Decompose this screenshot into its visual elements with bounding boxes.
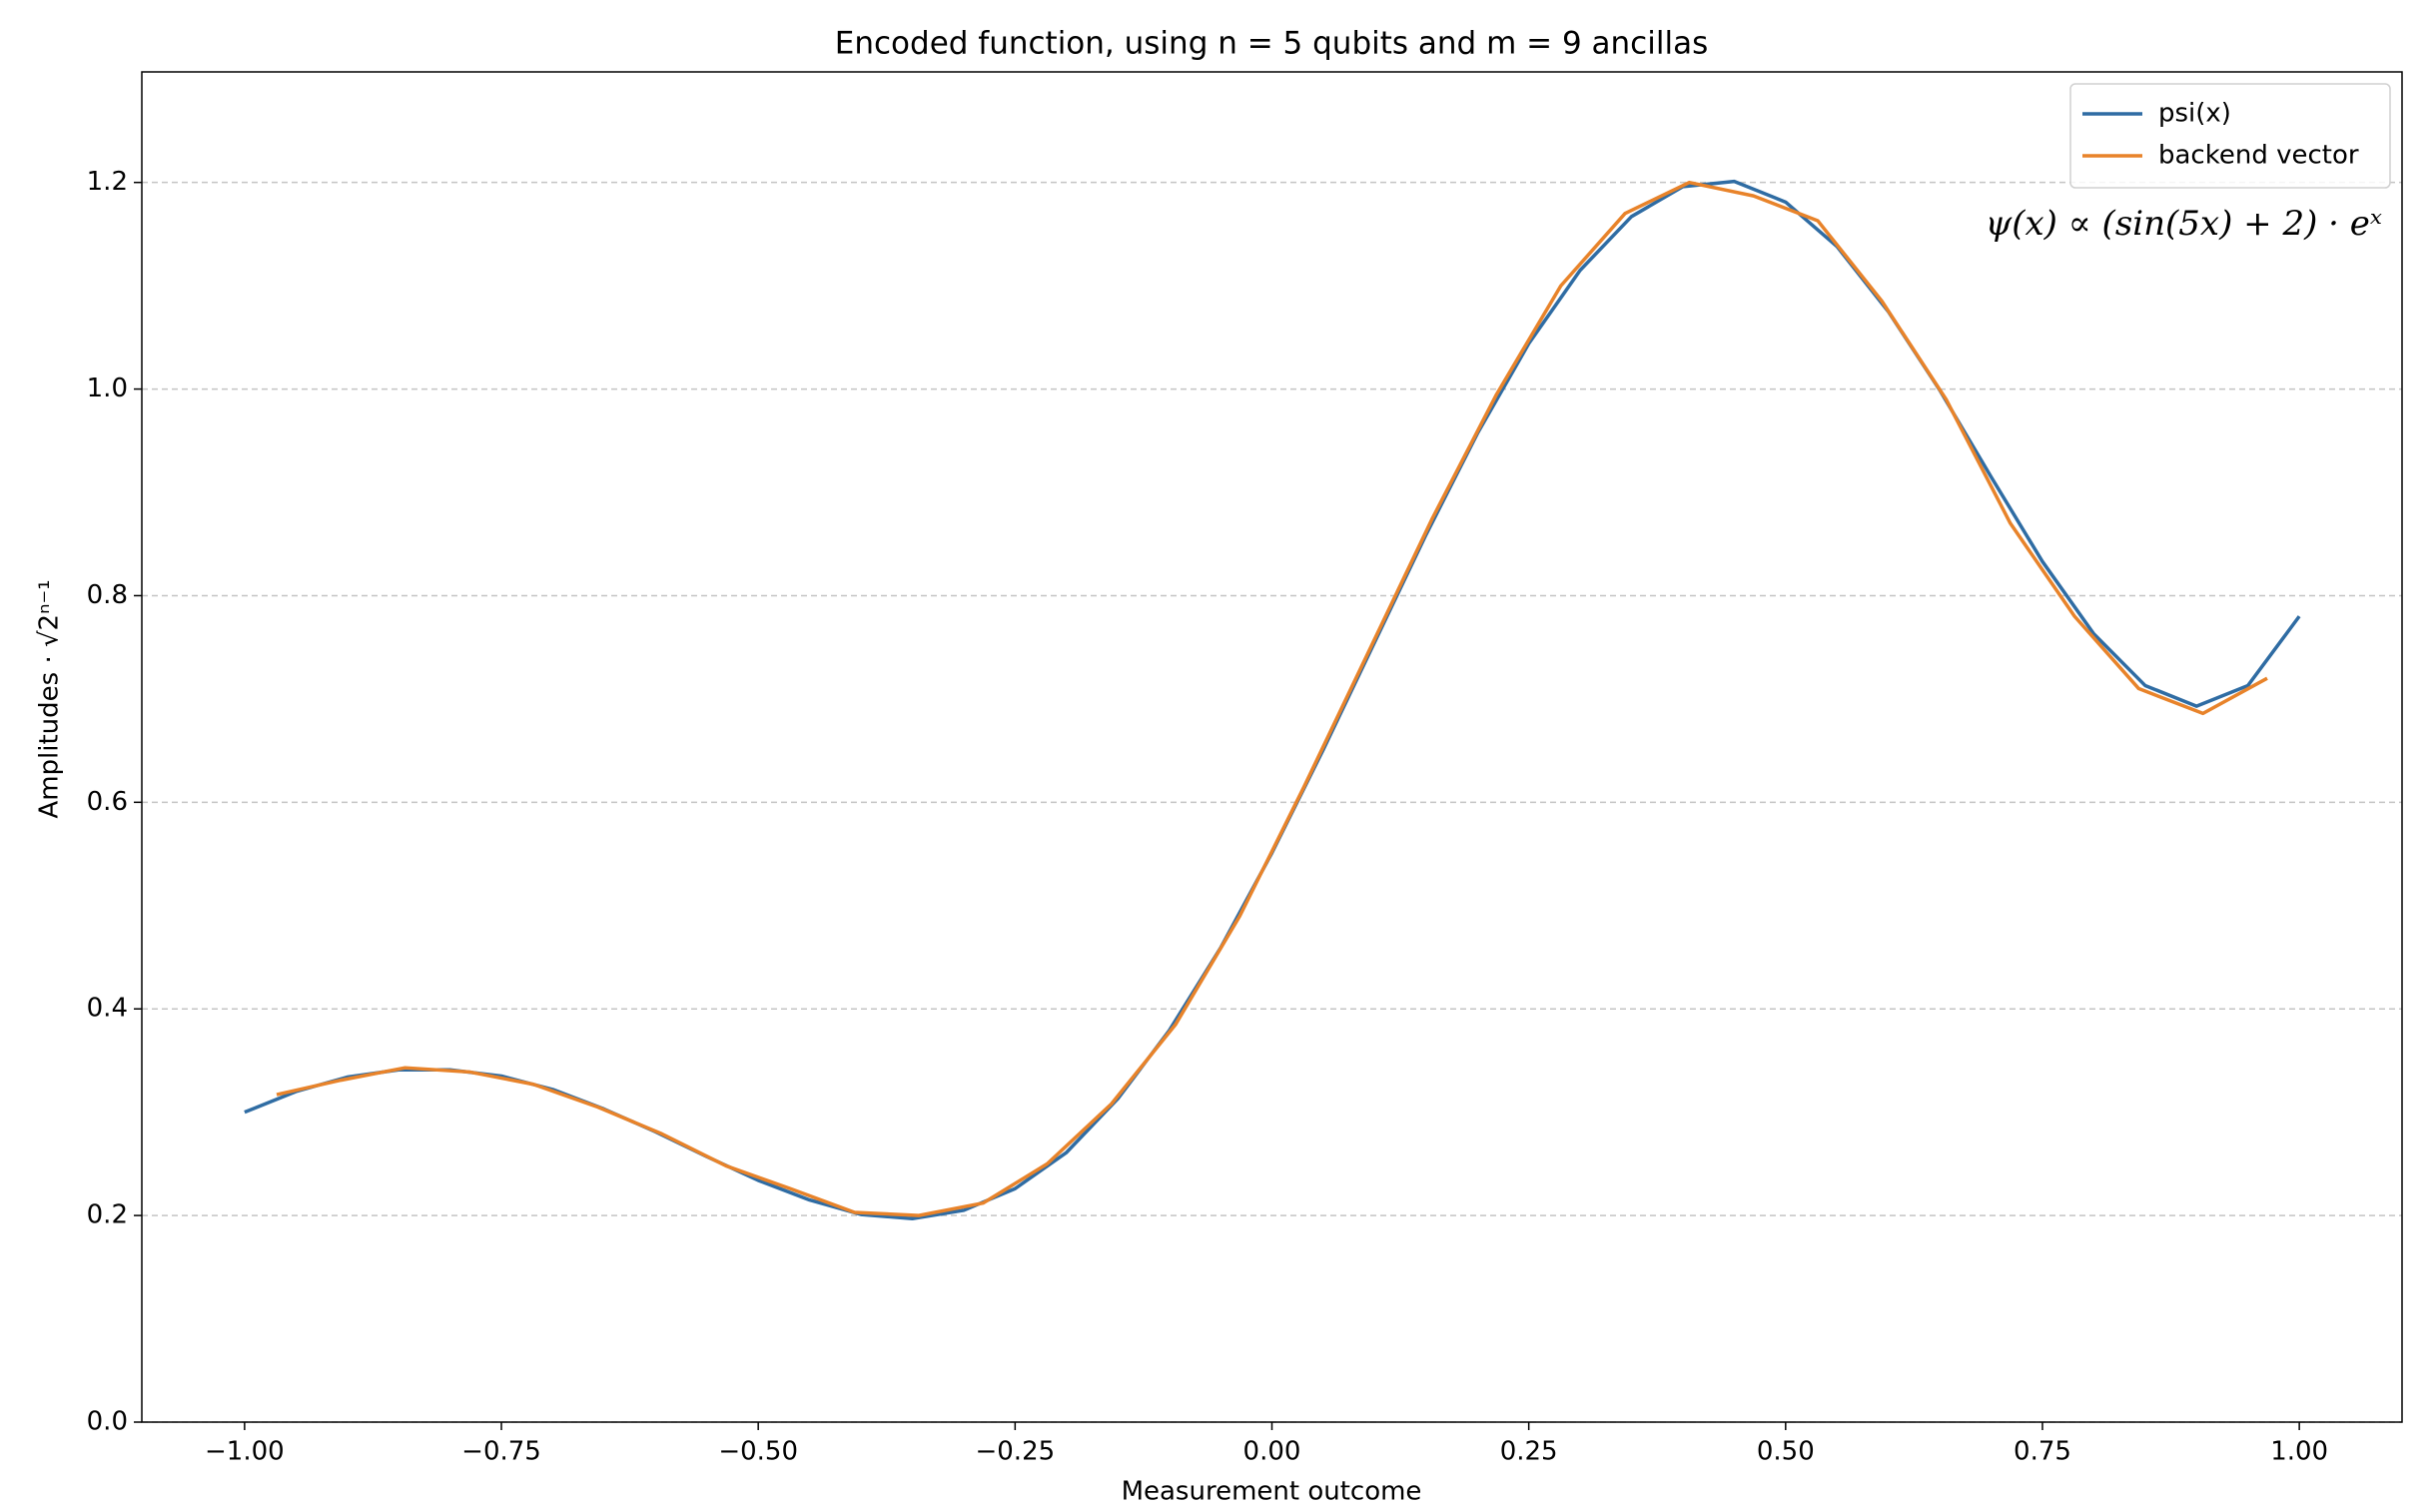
line xyxy=(276,180,2268,1217)
x-tick-label: −0.25 xyxy=(975,1437,1055,1467)
y-axis-label: Amplitudes · √2ⁿ⁻¹ xyxy=(35,579,65,818)
y-tick-label: 1.2 xyxy=(87,167,128,197)
plot-frame xyxy=(141,71,2403,1423)
x-tick-label: 0.75 xyxy=(2014,1437,2071,1467)
x-tick-label: −0.50 xyxy=(718,1437,798,1467)
chart-title: Encoded function, using n = 5 qubits and… xyxy=(835,26,1708,62)
legend: psi(x) backend vector xyxy=(2069,83,2391,189)
y-tick-label: 1.0 xyxy=(87,374,128,403)
x-tick-label: 0.25 xyxy=(1500,1437,1558,1467)
legend-label: psi(x) xyxy=(2158,99,2231,129)
legend-label: backend vector xyxy=(2158,141,2359,171)
x-axis-label: Measurement outcome xyxy=(1122,1477,1422,1507)
y-tick-label: 0.6 xyxy=(87,787,128,817)
y-tick-label: 0.2 xyxy=(87,1200,128,1230)
x-tick-label: 0.00 xyxy=(1243,1437,1301,1467)
annotation: ψ(x) ∝ (sin(5x) + 2) · eˣ xyxy=(1986,204,2382,244)
legend-box xyxy=(2069,83,2391,189)
y-tick-label: 0.8 xyxy=(87,580,128,610)
x-tick-label: 1.00 xyxy=(2270,1437,2328,1467)
x-tick-label: 0.50 xyxy=(1757,1437,1815,1467)
x-tick-label: −1.00 xyxy=(205,1437,285,1467)
y-tick-label: 0.0 xyxy=(87,1407,128,1437)
y-tick-label: 0.4 xyxy=(87,994,128,1024)
x-tick-label: −0.75 xyxy=(461,1437,541,1467)
